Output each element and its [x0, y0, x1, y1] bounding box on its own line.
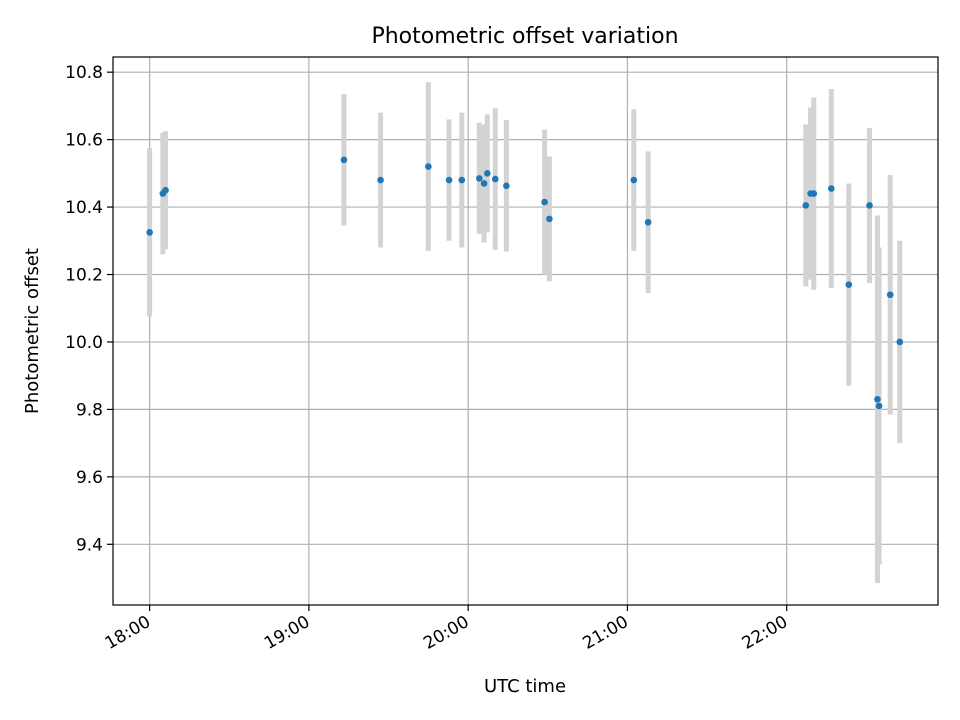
data-point: [445, 176, 453, 184]
data-point: [886, 291, 894, 299]
data-point: [146, 229, 153, 236]
data-point: [476, 175, 483, 182]
data-point: [162, 186, 169, 194]
data-point: [845, 281, 853, 288]
data-point: [810, 190, 818, 197]
y-axis-label: Photometric offset: [22, 248, 43, 414]
data-points: [146, 156, 904, 410]
data-point: [875, 402, 883, 410]
data-point: [866, 202, 873, 209]
data-point: [541, 198, 548, 206]
x-axis-label: UTC time: [484, 676, 566, 697]
data-point: [802, 202, 810, 209]
data-point: [630, 176, 638, 184]
data-point: [340, 156, 348, 164]
data-point: [644, 218, 652, 226]
data-point: [546, 215, 553, 223]
y-tick-label: 10.6: [65, 131, 103, 151]
data-point: [425, 163, 432, 170]
y-tick-label: 10.4: [65, 198, 103, 218]
plot-frame: [112, 56, 939, 606]
chart-title: Photometric offset variation: [371, 24, 678, 49]
data-point: [483, 170, 491, 177]
data-point: [458, 176, 466, 184]
grid: [113, 57, 938, 605]
data-point: [827, 185, 835, 192]
data-point: [896, 338, 904, 346]
y-tick-label: 9.6: [76, 468, 103, 488]
data-point: [491, 175, 499, 183]
y-tick-label: 10.0: [65, 333, 103, 353]
y-tick-label: 9.4: [76, 535, 103, 555]
y-tick-label: 10.8: [65, 63, 103, 83]
y-tick-label: 9.8: [76, 400, 103, 420]
data-point: [377, 176, 384, 184]
data-point: [874, 395, 881, 403]
data-point: [480, 180, 488, 187]
data-point: [503, 182, 510, 190]
y-axis-ticks: 9.4 9.6 9.8 10.0 10.2 10.4 10.6 10.8: [65, 63, 113, 555]
y-tick-label: 10.2: [65, 266, 103, 286]
